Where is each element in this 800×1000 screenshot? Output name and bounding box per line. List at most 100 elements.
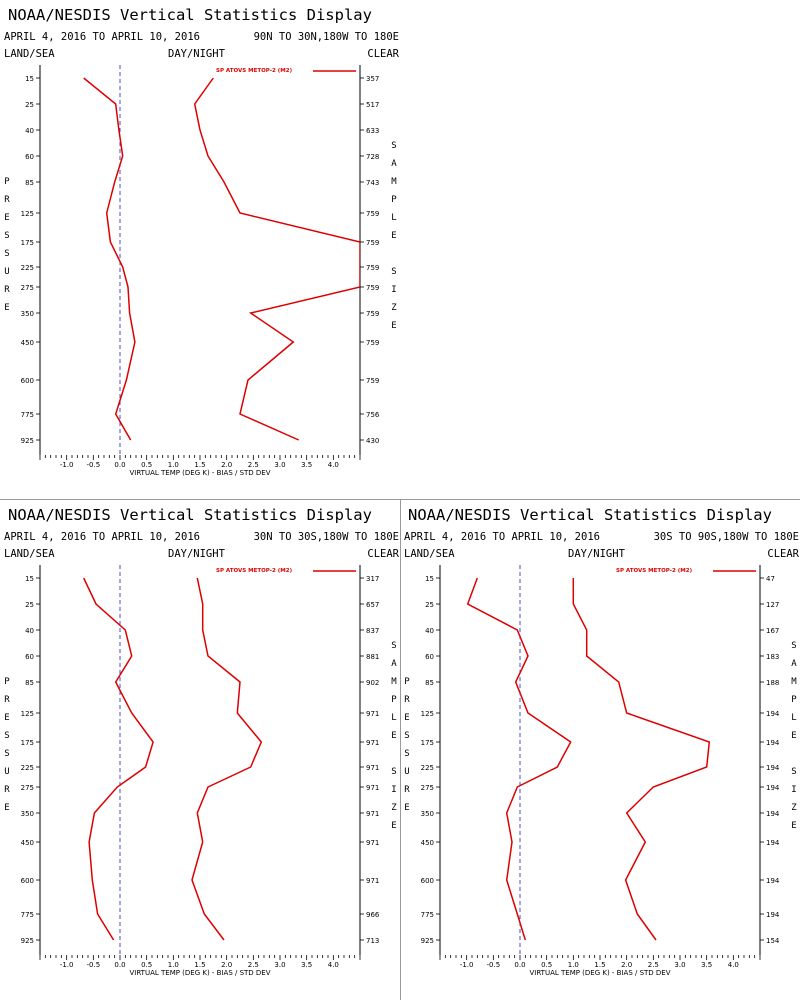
pressure-level-label: 450 — [21, 339, 34, 347]
chart-svg: NOAA/NESDIS Vertical Statistics Display … — [4, 506, 400, 977]
x-tick-label: 1.0 — [168, 461, 179, 469]
x-tick-label: -1.0 — [60, 961, 74, 969]
x-tick-label: -1.0 — [60, 461, 74, 469]
pressure-level-label: 25 — [425, 601, 434, 609]
pressure-level-label: 175 — [21, 739, 34, 747]
x-tick-label: 4.0 — [328, 461, 339, 469]
day-night-label: DAY/NIGHT — [568, 548, 626, 560]
pressure-level-label: 775 — [21, 411, 34, 419]
sample-size-label: 759 — [366, 210, 379, 218]
sample-size-label: 971 — [366, 877, 379, 885]
y2-axis-title-letter: M — [791, 677, 797, 687]
pressure-level-label: 25 — [25, 101, 34, 109]
sample-size-label: 971 — [366, 810, 379, 818]
chart-title: NOAA/NESDIS Vertical Statistics Display — [408, 506, 772, 524]
sample-size-label: 194 — [766, 739, 780, 747]
region-label: 30S TO 90S,180W TO 180E — [654, 531, 799, 543]
pressure-level-label: 600 — [421, 877, 434, 885]
y2-axis-title-letter: Z — [791, 803, 797, 813]
sample-size-label: 194 — [766, 764, 780, 772]
pressure-level-label: 225 — [21, 764, 34, 772]
y2-axis-title-letter: S — [791, 641, 796, 651]
x-tick-label: 3.5 — [301, 961, 312, 969]
sample-size-label: 194 — [766, 911, 780, 919]
x-tick-label: 0.0 — [514, 961, 525, 969]
sample-size-label: 971 — [366, 739, 379, 747]
std-dev-line — [191, 577, 263, 941]
y2-axis-title-letter: P — [791, 695, 797, 705]
y2-axis-title-letter: E — [791, 821, 796, 831]
x-tick-label: 2.0 — [221, 961, 232, 969]
y-axis-title-letter: P — [404, 677, 410, 687]
sample-size-label: 759 — [366, 310, 379, 318]
x-tick-label: 3.0 — [274, 461, 285, 469]
sample-size-label: 759 — [366, 264, 379, 272]
x-tick-label: -0.5 — [86, 961, 100, 969]
sample-size-label: 167 — [766, 627, 779, 635]
x-tick-label: 4.0 — [728, 961, 739, 969]
pressure-level-label: 450 — [21, 839, 34, 847]
sample-size-label: 728 — [366, 153, 379, 161]
pressure-level-label: 40 — [25, 627, 34, 635]
y2-axis-title-letter: P — [391, 695, 397, 705]
region-label: 90N TO 30N,180W TO 180E — [254, 31, 399, 43]
pressure-level-label: 225 — [21, 264, 34, 272]
y-axis-title-letter: R — [4, 695, 10, 705]
std-dev-line — [572, 578, 711, 941]
pressure-level-label: 85 — [425, 679, 434, 687]
pressure-level-label: 925 — [21, 937, 34, 945]
day-night-label: DAY/NIGHT — [168, 48, 226, 60]
pressure-level-label: 40 — [425, 627, 434, 635]
land-sea-label: LAND/SEA — [4, 548, 55, 560]
pressure-level-label: 600 — [21, 877, 34, 885]
pressure-level-label: 60 — [25, 153, 34, 161]
sample-size-label: 971 — [366, 710, 379, 718]
y2-axis-title-letter: M — [391, 677, 397, 687]
pressure-level-label: 925 — [21, 437, 34, 445]
pressure-level-label: 275 — [21, 784, 34, 792]
y2-axis-title-letter: I — [391, 785, 396, 795]
panel-divider-horizontal — [0, 499, 800, 500]
x-tick-label: 0.5 — [541, 961, 552, 969]
y2-axis-title-letter: Z — [391, 303, 397, 313]
pressure-level-label: 175 — [21, 239, 34, 247]
y-axis-title-letter: S — [4, 249, 9, 259]
x-tick-label: 3.0 — [674, 961, 685, 969]
date-range: APRIL 4, 2016 TO APRIL 10, 2016 — [404, 531, 600, 543]
bias-line — [83, 77, 136, 441]
sample-size-label: 47 — [766, 575, 775, 583]
y-axis-title-letter: S — [404, 731, 409, 741]
pressure-level-label: 85 — [25, 179, 34, 187]
chart-title: NOAA/NESDIS Vertical Statistics Display — [8, 6, 372, 24]
sample-size-label: 154 — [766, 937, 780, 945]
x-tick-label: 0.0 — [114, 961, 125, 969]
x-tick-label: 2.0 — [621, 961, 632, 969]
sample-size-label: 183 — [766, 653, 779, 661]
sample-size-label: 759 — [366, 377, 379, 385]
y-axis-title-letter: E — [4, 803, 9, 813]
sample-size-label: 759 — [366, 239, 379, 247]
x-tick-label: 2.5 — [248, 961, 259, 969]
y-axis-title-letter: U — [4, 267, 9, 277]
sample-size-label: 194 — [766, 810, 780, 818]
land-sea-label: LAND/SEA — [404, 548, 455, 560]
pressure-level-label: 125 — [421, 710, 434, 718]
pressure-level-label: 775 — [421, 911, 434, 919]
y2-axis-title-letter: E — [391, 731, 396, 741]
sample-size-label: 902 — [366, 679, 379, 687]
chart-title: NOAA/NESDIS Vertical Statistics Display — [8, 506, 372, 524]
y-axis-title-letter: R — [404, 695, 410, 705]
y-axis-title-letter: S — [4, 731, 9, 741]
land-sea-label: LAND/SEA — [4, 48, 55, 60]
y-axis-title-letter: E — [404, 803, 409, 813]
x-tick-label: 0.0 — [114, 461, 125, 469]
x-tick-label: 2.5 — [248, 461, 259, 469]
y-axis-title-letter: R — [404, 785, 410, 795]
pressure-level-label: 60 — [425, 653, 434, 661]
x-axis-title: VIRTUAL TEMP (DEG K) - BIAS / STD DEV — [129, 469, 270, 477]
x-tick-label: 1.0 — [168, 961, 179, 969]
x-tick-label: 1.5 — [594, 961, 605, 969]
sample-size-label: 194 — [766, 839, 780, 847]
y-axis-title-letter: U — [4, 767, 9, 777]
clear-label: CLEAR — [767, 548, 799, 560]
